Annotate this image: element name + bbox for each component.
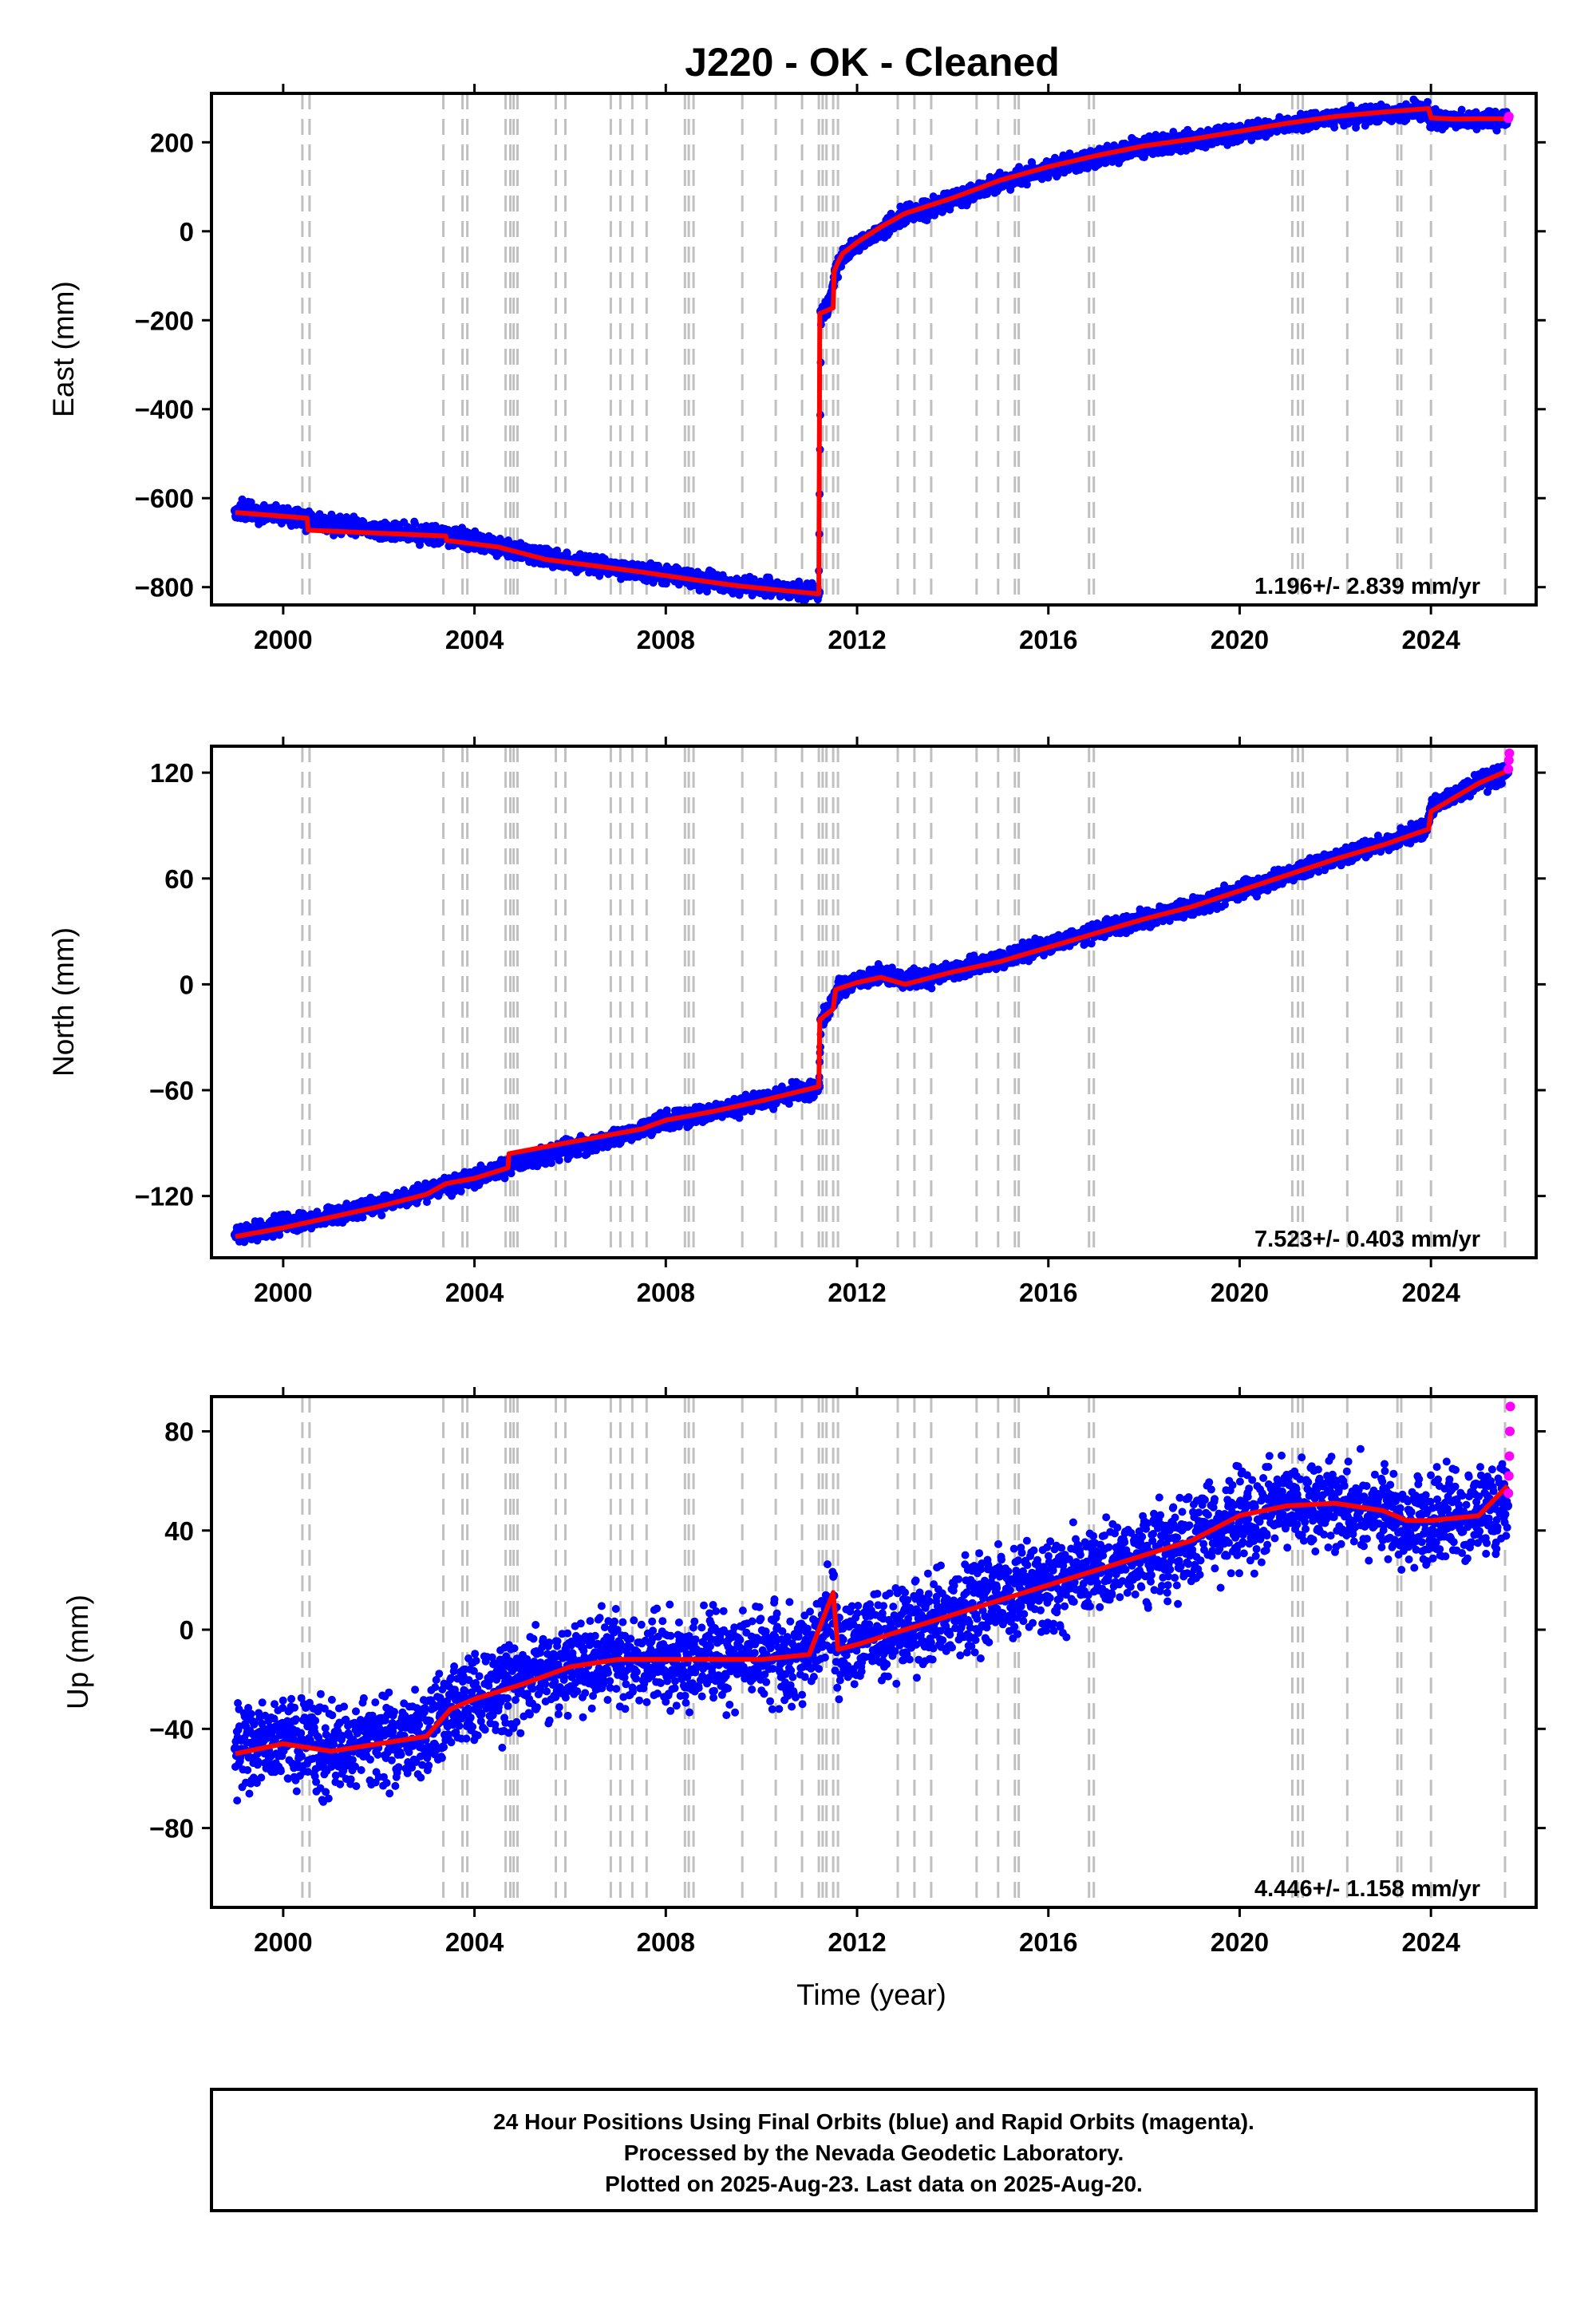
y-axis-label: Up (mm) [61, 1595, 94, 1709]
x-tick-label: 2000 [254, 1278, 312, 1307]
rapid-point [1503, 111, 1514, 121]
final-point [517, 1156, 527, 1166]
footer-line-2: Processed by the Nevada Geodetic Laborat… [624, 2140, 1124, 2165]
final-point [1402, 1520, 1412, 1531]
rapid-point [1504, 1451, 1515, 1461]
up-panel: 80 40 0 −40 −80 2000 2004 2008 2012 2016 2020 2024 U… [61, 1387, 1546, 1957]
footer-box: 24 Hour Positions Using Final Orbits (bl… [210, 2088, 1538, 2212]
model-line [235, 106, 1507, 597]
rapid-point [1504, 748, 1515, 758]
velocity-label: 4.446+/- 1.158 mm/yr [1254, 1876, 1480, 1902]
x-tick-label: 2016 [1019, 1927, 1077, 1957]
x-tick-label: 2000 [254, 625, 312, 654]
y-tick-label: 0 [180, 217, 194, 247]
plot-frame [210, 1395, 1538, 1909]
x-tick-label: 2004 [445, 625, 504, 654]
final-orbit-points [230, 761, 1513, 1247]
y-tick-label: −80 [149, 1814, 194, 1844]
y-tick-label: 80 [164, 1417, 194, 1446]
plot-frame [210, 745, 1538, 1259]
rapid-point [1503, 1488, 1514, 1499]
rapid-point [1503, 755, 1514, 765]
x-tick-label: 2016 [1019, 625, 1077, 654]
y-tick-label: 60 [164, 864, 194, 894]
x-axis-label: Time (year) [796, 1978, 946, 2011]
x-tick-label: 2024 [1401, 625, 1460, 654]
x-tick-label: 2012 [828, 1278, 886, 1307]
footer-line-3: Plotted on 2025-Aug-23. Last data on 202… [605, 2172, 1143, 2196]
final-point [350, 522, 360, 532]
y-tick-label: 120 [150, 758, 194, 788]
x-tick-label: 2000 [254, 1927, 312, 1957]
final-orbit-points [230, 95, 1513, 605]
x-tick-label: 2024 [1401, 1927, 1460, 1957]
y-tick-label: 0 [180, 970, 194, 999]
x-tick-label: 2020 [1211, 1927, 1269, 1957]
y-tick-label: −60 [149, 1076, 194, 1105]
model-line [235, 1484, 1510, 1757]
final-orbit-points [230, 1445, 1513, 1806]
y-tick-label: 40 [164, 1516, 194, 1546]
y-tick-label: 200 [150, 128, 194, 157]
x-tick-label: 2012 [828, 1927, 886, 1957]
x-tick-label: 2016 [1019, 1278, 1077, 1307]
velocity-label: 1.196+/- 2.839 mm/yr [1254, 574, 1480, 599]
y-tick-label: 0 [180, 1615, 194, 1645]
x-tick-label: 2004 [445, 1927, 504, 1957]
y-tick-label: −40 [149, 1714, 194, 1744]
y-axis-label: East (mm) [47, 281, 80, 417]
model-line [235, 769, 1509, 1239]
y-tick-label: −120 [135, 1182, 194, 1211]
y-tick-label: −200 [135, 306, 194, 335]
rapid-point [1505, 1426, 1515, 1437]
final-point [565, 1143, 575, 1153]
x-tick-label: 2020 [1211, 1278, 1269, 1307]
chart-title: J220 - OK - Cleaned [685, 40, 1060, 85]
rapid-point [1505, 1401, 1515, 1412]
x-tick-label: 2012 [828, 625, 886, 654]
x-tick-label: 2020 [1211, 625, 1269, 654]
north-panel: 120 60 0 −60 −120 2000 2004 2008 2012 2016 2020 202… [47, 737, 1546, 1307]
x-tick-label: 2008 [637, 625, 695, 654]
y-tick-label: −600 [135, 484, 194, 513]
x-tick-label: 2024 [1401, 1278, 1460, 1307]
velocity-label: 7.523+/- 0.403 mm/yr [1254, 1227, 1480, 1252]
x-tick-label: 2008 [637, 1927, 695, 1957]
plot-frame [210, 92, 1538, 607]
y-axis-label: North (mm) [47, 927, 80, 1077]
final-point [1503, 1500, 1513, 1511]
footer-line-1: 24 Hour Positions Using Final Orbits (bl… [493, 2109, 1254, 2134]
rapid-point [1503, 764, 1514, 774]
rapid-point [1503, 1471, 1514, 1481]
x-tick-label: 2004 [445, 1278, 504, 1307]
y-tick-label: −400 [135, 395, 194, 425]
x-tick-label: 2008 [637, 1278, 695, 1307]
y-tick-label: −800 [135, 573, 194, 603]
